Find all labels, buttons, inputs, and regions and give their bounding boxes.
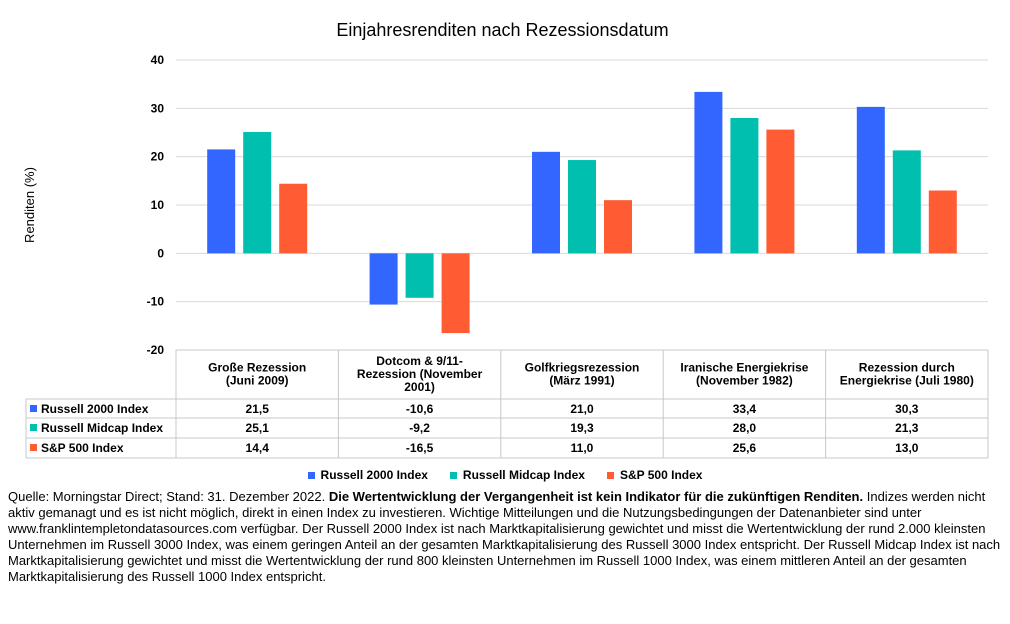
bar-s-p-500-index-2	[604, 200, 632, 254]
y-tick-label: -10	[147, 295, 165, 309]
bar-russell-2000-index-0	[207, 149, 236, 254]
table-swatch-russell-midcap-index	[30, 424, 37, 431]
chart-title: Einjahresrenditen nach Rezessionsdatum	[336, 20, 669, 40]
legend-item-russell-2000: Russell 2000 Index	[307, 468, 428, 482]
data-label-s-p-500-index-3: 25,6	[733, 441, 757, 455]
data-label-s-p-500-index-4: 13,0	[895, 441, 919, 455]
data-label-russell-2000-index-4: 30,3	[895, 402, 919, 416]
table-swatch-russell-2000-index	[30, 405, 37, 412]
bar-russell-midcap-index-4	[892, 150, 921, 254]
bar-russell-2000-index-3	[694, 91, 723, 254]
bar-russell-midcap-index-3	[730, 118, 759, 254]
data-label-s-p-500-index-1: -16,5	[406, 441, 434, 455]
data-label-russell-midcap-index-4: 21,3	[895, 421, 919, 435]
table-row-label-s-p-500-index: S&P 500 Index	[41, 441, 124, 455]
legend-item-sp500: S&P 500 Index	[606, 468, 703, 482]
bar-russell-midcap-index-2	[568, 160, 596, 254]
bar-russell-2000-index-2	[532, 151, 560, 254]
bar-russell-2000-index-1	[369, 253, 398, 305]
y-tick-label: 20	[151, 150, 165, 164]
data-label-s-p-500-index-2: 11,0	[571, 441, 594, 455]
legend-item-russell-midcap: Russell Midcap Index	[449, 468, 585, 482]
table-row-label-russell-midcap-index: Russell Midcap Index	[41, 421, 163, 435]
data-label-russell-2000-index-2: 21,0	[570, 402, 594, 416]
data-label-russell-midcap-index-3: 28,0	[733, 421, 757, 435]
table-row-label-russell-2000-index: Russell 2000 Index	[41, 402, 149, 416]
legend-label-russell-2000: Russell 2000 Index	[320, 468, 428, 482]
footnote-body: Indizes werden nicht aktiv gemanagt und …	[8, 489, 1001, 584]
category-label-0: Große Rezession (Juni 2009)	[208, 361, 306, 388]
y-tick-label: -20	[147, 343, 165, 357]
table-swatch-s-p-500-index	[30, 444, 37, 451]
y-tick-label: 10	[151, 198, 165, 212]
category-label-2: Golfkriegsrezession (März 1991)	[525, 361, 640, 388]
bar-s-p-500-index-3	[766, 129, 795, 254]
category-label-1: Dotcom & 9/11-Rezession (November 2001)	[357, 354, 483, 394]
data-label-russell-2000-index-1: -10,6	[406, 402, 434, 416]
bar-s-p-500-index-4	[928, 190, 957, 254]
data-label-russell-2000-index-0: 21,5	[246, 402, 270, 416]
bar-chart: -20 -10 0 10 20 30 40 Renditen (%) Große Rezessi…	[22, 53, 989, 459]
data-label-s-p-500-index-0: 14,4	[246, 441, 270, 455]
data-label-russell-midcap-index-2: 19,3	[570, 421, 594, 435]
bar-russell-2000-index-4	[856, 106, 885, 254]
category-label-4: Rezession durch Energiekrise (Juli 1980)	[840, 361, 974, 388]
y-tick-label: 40	[151, 53, 165, 67]
y-axis-label: Renditen (%)	[22, 167, 37, 243]
data-label-russell-midcap-index-0: 25,1	[246, 421, 270, 435]
y-tick-label: 0	[157, 246, 164, 260]
footnote: Quelle: Morningstar Direct; Stand: 31. D…	[8, 489, 1008, 585]
data-label-russell-midcap-index-1: -9,2	[409, 421, 430, 435]
bar-s-p-500-index-0	[279, 183, 308, 254]
legend-label-sp500: S&P 500 Index	[619, 468, 703, 482]
category-label-3: Iranische Energiekrise (November 1982)	[680, 361, 808, 388]
chart-legend: Russell 2000 Index Russell Midcap Index …	[0, 468, 1010, 482]
footnote-source: Quelle: Morningstar Direct; Stand: 31. D…	[8, 489, 329, 504]
footnote-disclaimer: Die Wertentwicklung der Vergangenheit is…	[328, 489, 864, 504]
bar-russell-midcap-index-0	[243, 132, 272, 254]
legend-swatch-russell-midcap	[449, 471, 457, 479]
data-label-russell-2000-index-3: 33,4	[733, 402, 757, 416]
y-tick-label: 30	[151, 101, 165, 115]
legend-label-russell-midcap: Russell Midcap Index	[462, 468, 585, 482]
legend-swatch-russell-2000	[307, 471, 315, 479]
legend-swatch-sp500	[606, 471, 614, 479]
bar-s-p-500-index-1	[441, 253, 470, 334]
bar-russell-midcap-index-1	[405, 253, 434, 298]
